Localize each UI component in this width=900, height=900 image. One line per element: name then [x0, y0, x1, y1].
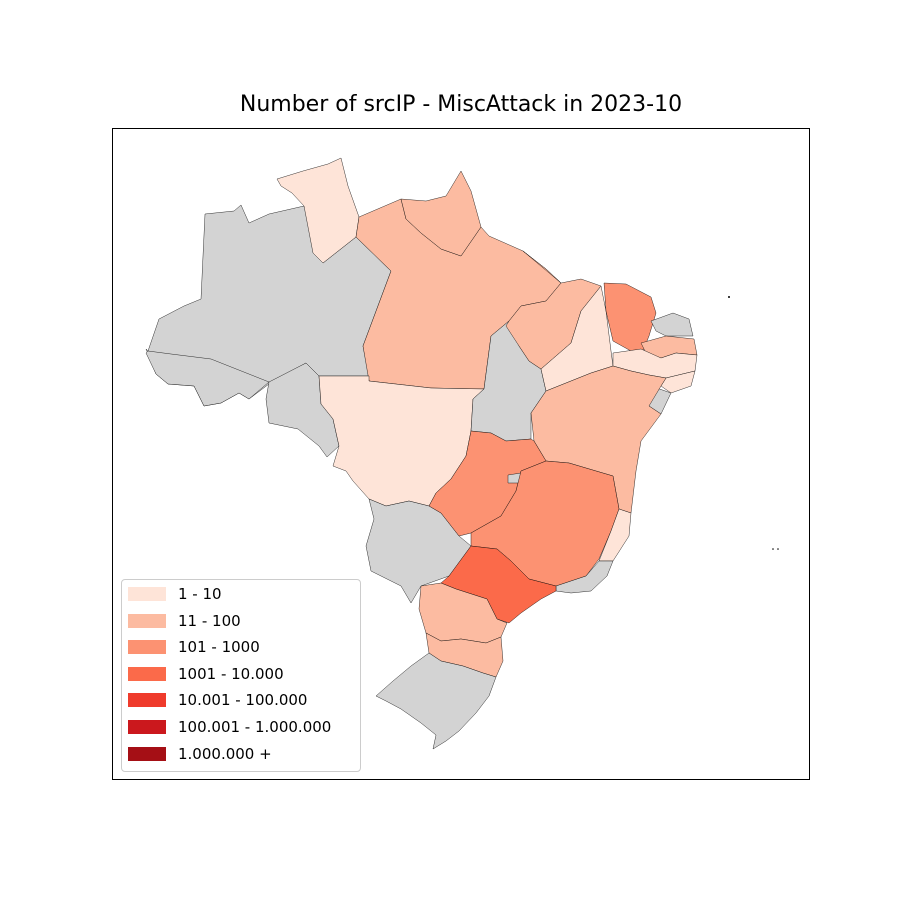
- legend-swatch: [128, 693, 166, 708]
- island-mark: [777, 548, 779, 550]
- legend-swatch: [128, 587, 166, 601]
- legend-item: 100.001 - 1.000.000: [128, 717, 331, 737]
- legend-swatch: [128, 640, 166, 655]
- legend-label: 1001 - 10.000: [178, 664, 284, 683]
- legend-label: 101 - 1000: [178, 638, 260, 657]
- state-ro: [265, 362, 340, 458]
- island-mark: [728, 296, 730, 298]
- legend-swatch: [128, 720, 166, 734]
- state-rn: [650, 312, 694, 337]
- brazil-map: [145, 157, 779, 750]
- legend-item: 1 - 10: [128, 584, 222, 604]
- legend-item: 11 - 100: [128, 611, 241, 631]
- map-title: Number of srcIP - MiscAttack in 2023-10: [239, 92, 683, 117]
- state-rj: [555, 560, 614, 594]
- legend-label: 100.001 - 1.000.000: [178, 718, 332, 736]
- state-ac: [145, 350, 270, 407]
- legend-label: 11 - 100: [178, 611, 241, 630]
- legend-item: 1.000.000 +: [128, 744, 272, 764]
- legend: 1 - 10 11 - 100 101 - 1000 1001 - 10.000 10.…: [121, 579, 361, 772]
- legend-item: 101 - 1000: [128, 637, 260, 657]
- state-rs: [375, 652, 497, 750]
- legend-item: 1001 - 10.000: [128, 664, 284, 684]
- legend-label: 10.001 - 100.000: [178, 691, 308, 710]
- legend-swatch: [128, 746, 166, 761]
- legend-label: 1 - 10: [178, 585, 222, 603]
- island-mark: [772, 548, 774, 550]
- legend-swatch: [128, 666, 166, 681]
- legend-item: 10.001 - 100.000: [128, 690, 307, 710]
- state-ap: [400, 170, 482, 257]
- legend-swatch: [128, 613, 166, 628]
- legend-label: 1.000.000 +: [178, 744, 272, 763]
- map-frame: [112, 128, 810, 780]
